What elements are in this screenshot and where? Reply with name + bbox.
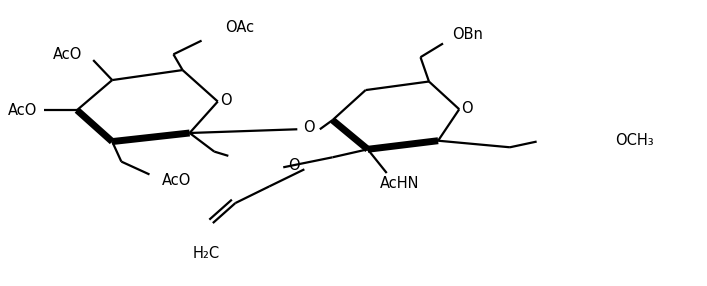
- Text: O: O: [461, 101, 472, 116]
- Text: H₂C: H₂C: [192, 246, 219, 261]
- Text: AcO: AcO: [52, 47, 82, 62]
- Text: AcO: AcO: [161, 173, 191, 188]
- Text: AcHN: AcHN: [380, 176, 419, 190]
- Text: O: O: [220, 93, 231, 108]
- Text: OAc: OAc: [225, 20, 254, 35]
- Text: OBn: OBn: [452, 27, 483, 42]
- Text: O: O: [303, 120, 315, 135]
- Text: OCH₃: OCH₃: [616, 133, 654, 148]
- Text: AcO: AcO: [8, 103, 37, 118]
- Text: O: O: [288, 158, 300, 173]
